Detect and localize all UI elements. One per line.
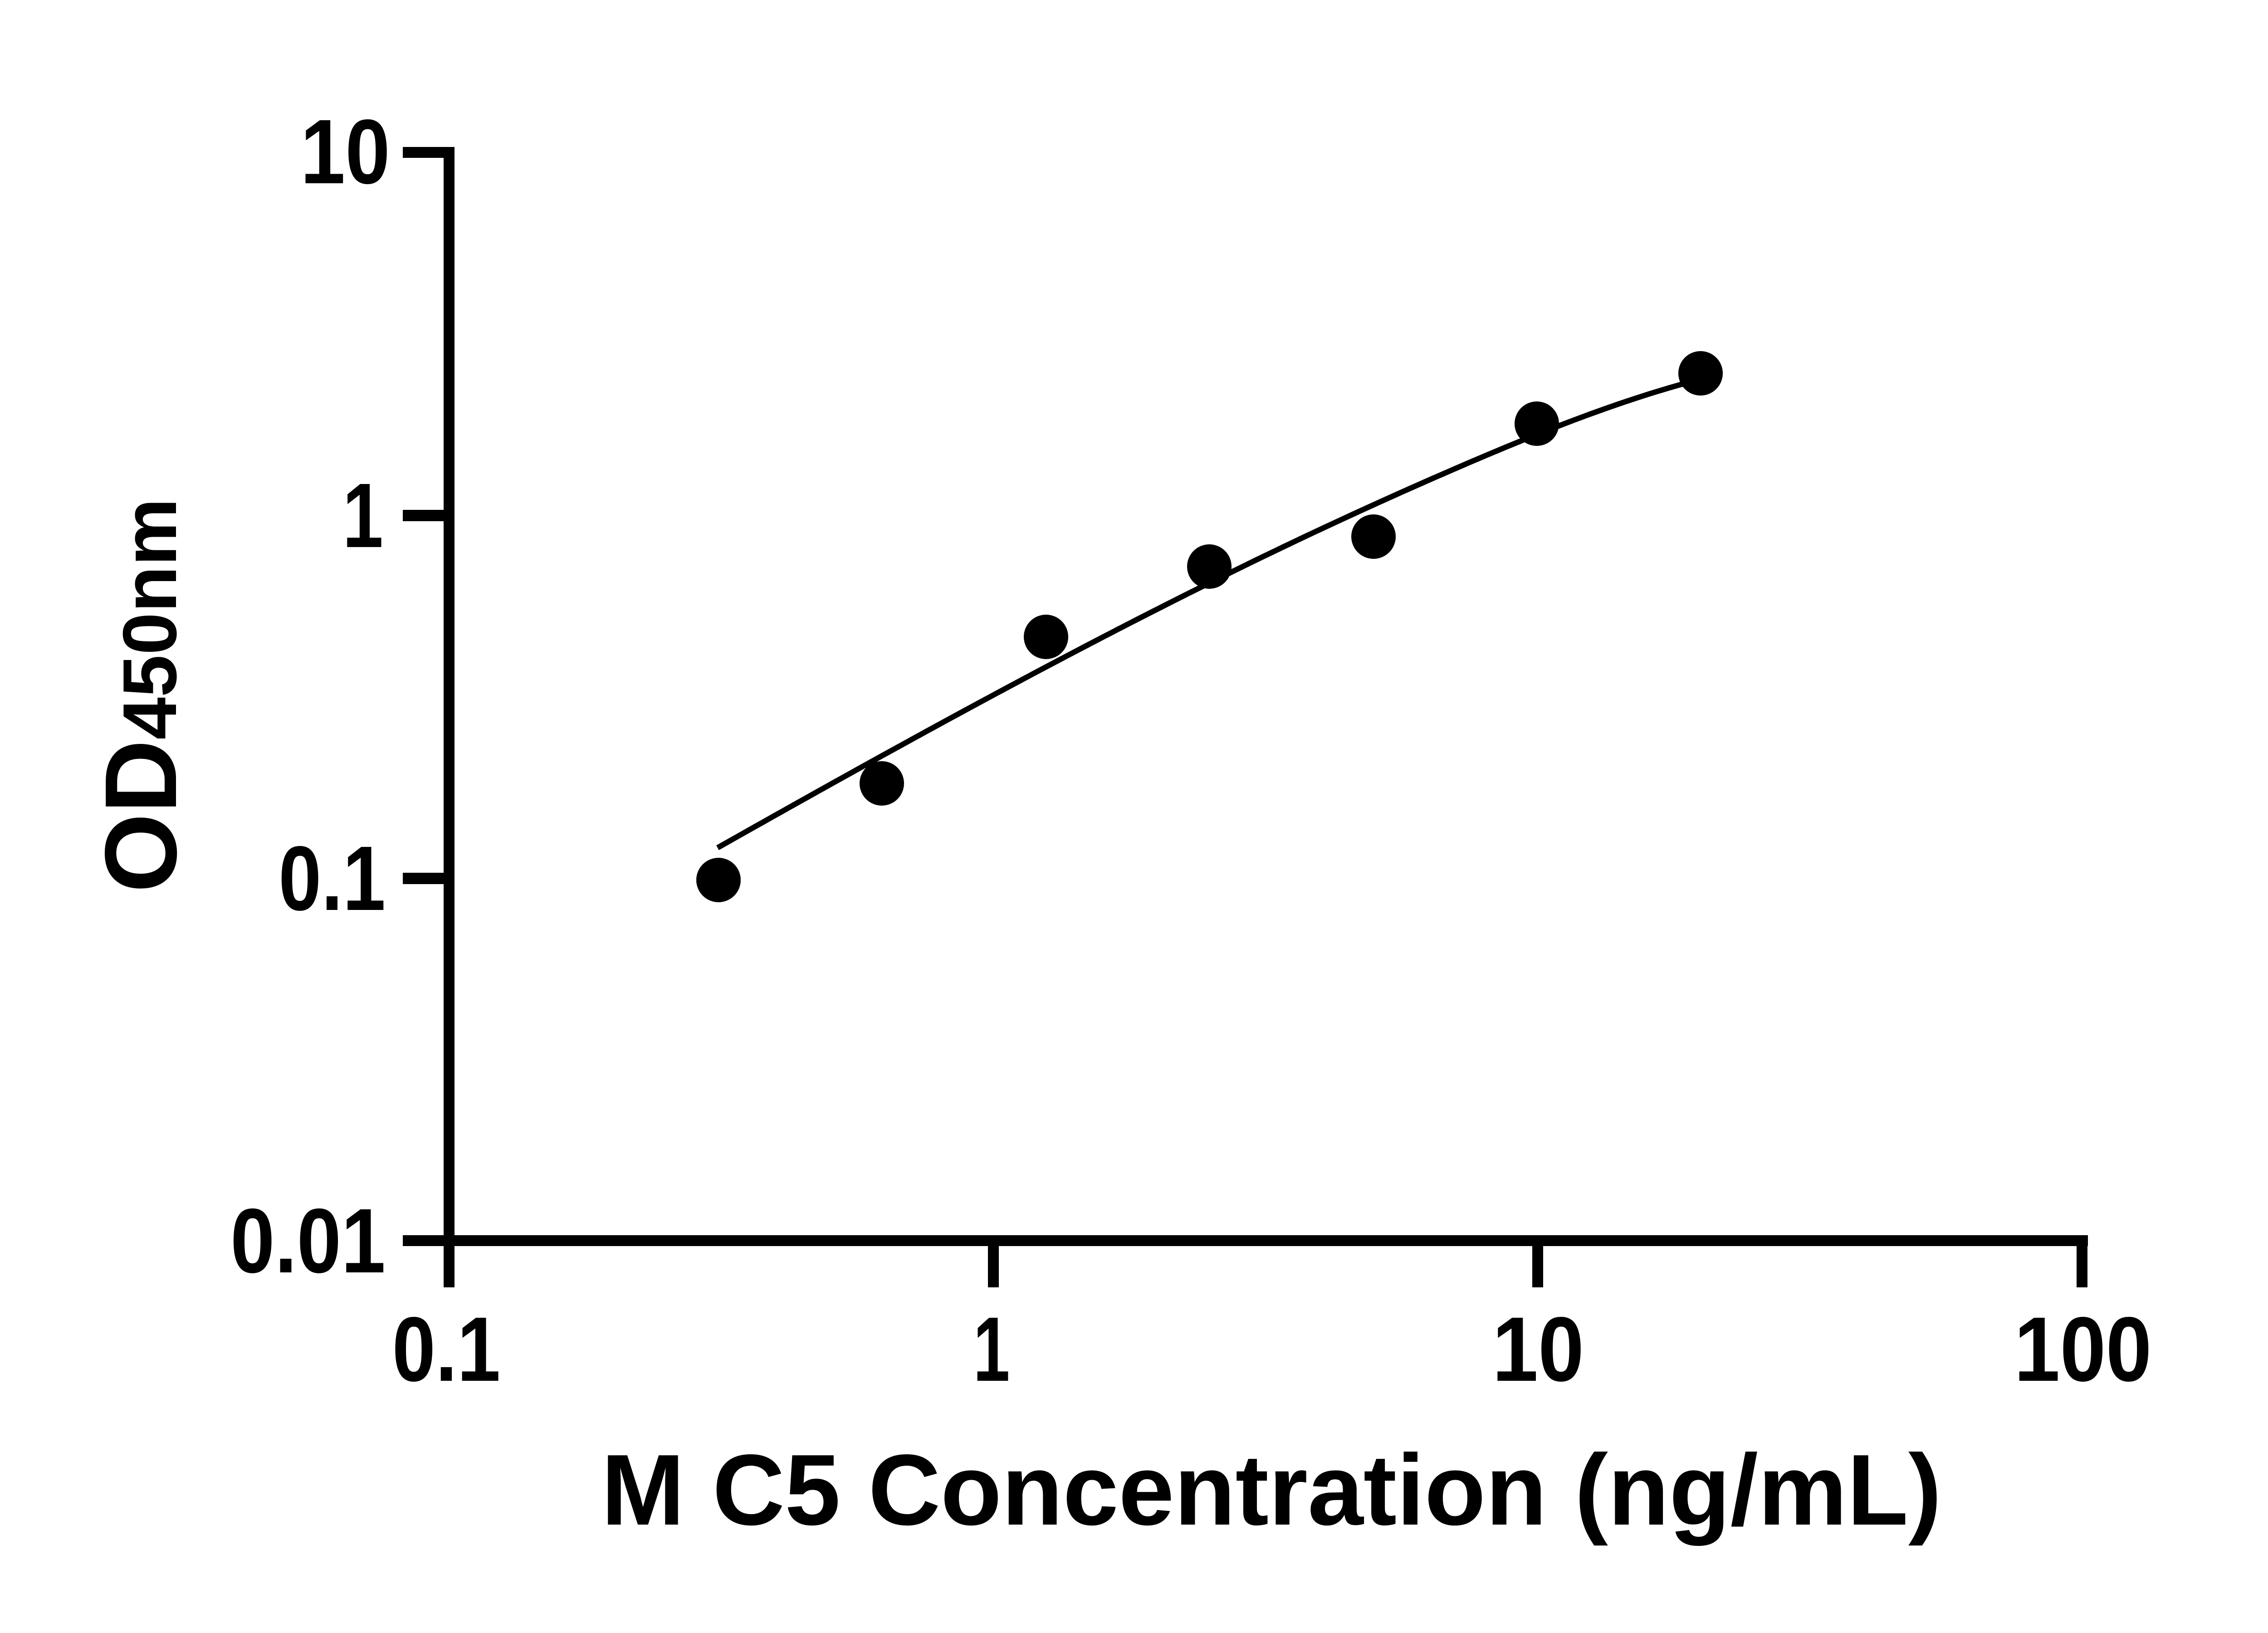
svg-text:M C5 Concentration (ng/mL): M C5 Concentration (ng/mL) <box>601 1434 1942 1546</box>
svg-text:10: 10 <box>1492 1298 1584 1400</box>
svg-text:0.1: 0.1 <box>392 1298 501 1400</box>
svg-text:OD450nm: OD450nm <box>83 498 198 893</box>
svg-text:0.1: 0.1 <box>279 827 386 929</box>
svg-text:100: 100 <box>2014 1298 2151 1400</box>
svg-text:10: 10 <box>300 101 390 203</box>
svg-text:0.01: 0.01 <box>230 1190 386 1292</box>
svg-text:1: 1 <box>973 1299 1010 1401</box>
svg-text:1: 1 <box>342 464 383 567</box>
